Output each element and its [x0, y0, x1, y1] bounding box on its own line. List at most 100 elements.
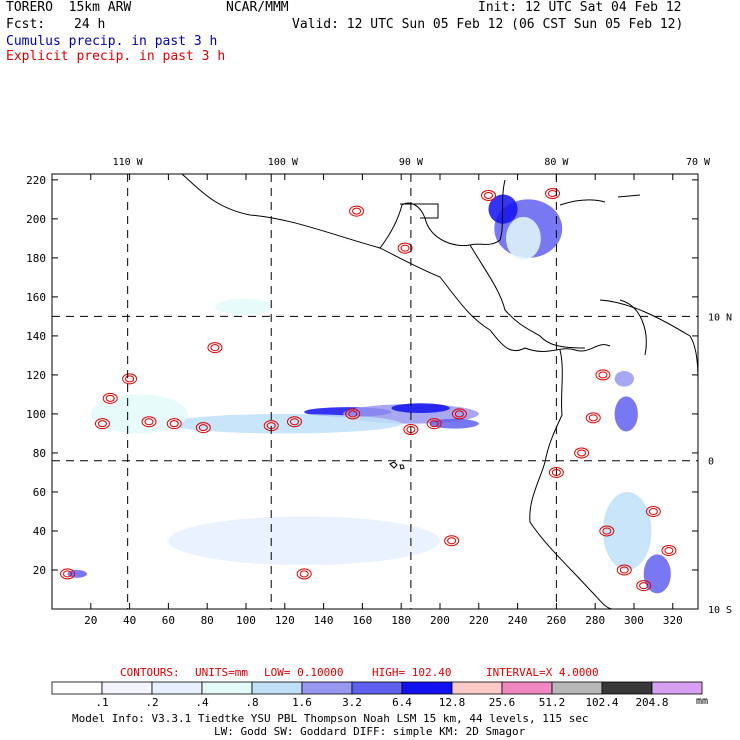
- x-tick-label-5: 120: [275, 614, 295, 627]
- contours-low: LOW= 0.10000: [264, 666, 343, 679]
- cumulus-patch-12: [168, 516, 440, 566]
- colorbar-label-5: 3.2: [342, 696, 362, 709]
- explicit-cell-9: [286, 416, 302, 428]
- explicit-cell-inner-23: [619, 566, 629, 574]
- explicit-cell-inner-6: [198, 424, 208, 432]
- colorbar-label-1: .2: [145, 696, 158, 709]
- contour-info: CONTOURS: UNITS=mm LOW= 0.10000 HIGH= 10…: [120, 666, 599, 679]
- lat-label-1: 0: [708, 457, 714, 468]
- coastline-galapagos: [389, 461, 405, 470]
- cumulus-patch-9: [614, 371, 634, 387]
- explicit-cell-inner-28: [447, 537, 457, 545]
- explicit-cell-inner-24: [639, 582, 649, 590]
- colorbar-swatch-9: [501, 681, 553, 695]
- lon-label-1: 100 W: [268, 157, 299, 168]
- explicit-cell-11: [403, 424, 419, 436]
- coastline-south-america: [529, 349, 613, 610]
- explicit-cell-inner-0: [63, 570, 73, 578]
- init-time: Init: 12 UTC Sat 04 Feb 12: [478, 0, 682, 15]
- lat-lon-labels: 110 W 100 W 90 W 80 W 70 W 10 N 0 10 S: [113, 157, 732, 616]
- model-info-line2: LW: Godd SW: Goddard DIFF: simple KM: 2D…: [214, 725, 526, 738]
- cumulus-patch-11: [643, 554, 671, 594]
- coastline-yucatan-box: [400, 203, 439, 219]
- x-tick-label-14: 300: [624, 614, 644, 627]
- explicit-cell-inner-12: [429, 420, 439, 428]
- explicit-cell-inner-2: [97, 420, 107, 428]
- explicit-cell-inner-17: [548, 190, 558, 198]
- explicit-cell-16: [480, 189, 496, 201]
- colorbar-swatch-7: [401, 681, 453, 695]
- cumulus-patch-3: [168, 413, 402, 434]
- explicit-cell-20: [574, 447, 590, 459]
- forecast-label: Fcst:: [6, 17, 46, 32]
- explicit-cell-inner-4: [144, 418, 154, 426]
- explicit-cell-10: [345, 408, 361, 420]
- explicit-cell-26: [645, 505, 661, 517]
- explicit-cell-3: [122, 373, 138, 385]
- colorbar-label-10: 102.4: [585, 696, 618, 709]
- x-tick-label-8: 180: [391, 614, 411, 627]
- y-tick-label-8: 180: [26, 252, 46, 265]
- x-tick-label-15: 320: [663, 614, 683, 627]
- explicit-cell-22: [599, 525, 615, 537]
- explicit-cell-2: [94, 418, 110, 430]
- contours-units: UNITS=mm: [195, 666, 248, 679]
- explicit-cell-23: [616, 564, 632, 576]
- explicit-cell-14: [349, 205, 365, 217]
- explicit-cell-inner-3: [125, 375, 135, 383]
- explicit-cell-7: [207, 342, 223, 354]
- explicit-cell-inner-9: [289, 418, 299, 426]
- colorbar-label-4: 1.6: [292, 696, 312, 709]
- explicit-cell-27: [296, 568, 312, 580]
- y-tick-label-1: 40: [33, 525, 46, 538]
- x-tick-label-11: 240: [508, 614, 528, 627]
- cumulus-patch-7: [505, 216, 541, 260]
- explicit-cell-24: [636, 580, 652, 592]
- model-title: TORERO 15km ARW: [6, 0, 132, 15]
- cumulus-patch-13: [214, 298, 274, 315]
- explicit-cell-inner-18: [598, 371, 608, 379]
- coastlines: [181, 173, 699, 610]
- y-tick-label-3: 80: [33, 447, 46, 460]
- colorbar-swatch-5: [301, 681, 353, 695]
- colorbar-label-2: .4: [195, 696, 209, 709]
- explicit-cell-19: [585, 412, 601, 424]
- colorbar-label-9: 51.2: [539, 696, 566, 709]
- forecast-hour: 24 h: [74, 17, 106, 32]
- explicit-cell-17: [545, 188, 561, 200]
- colorbar-label-0: .1: [95, 696, 108, 709]
- explicit-cell-inner-5: [169, 420, 179, 428]
- explicit-cell-0: [60, 568, 76, 580]
- explicit-cell-inner-26: [648, 507, 658, 515]
- cumulus-patch-2: [391, 403, 450, 413]
- y-tick-label-10: 220: [26, 174, 46, 187]
- cumulus-patch-6: [488, 194, 518, 224]
- x-tick-label-10: 220: [469, 614, 489, 627]
- colorbar: .1 .2 .4 .8 1.6 3.2 6.4 12.8 25.6 51.2 102.4 204.8: [51, 681, 703, 709]
- explicit-cell-25: [661, 544, 677, 556]
- cumulus-patch-8: [614, 396, 638, 432]
- colorbar-label-6: 6.4: [392, 696, 412, 709]
- explicit-cell-15: [397, 242, 413, 254]
- explicit-cell-inner-16: [483, 191, 493, 199]
- map-frame: [51, 173, 699, 610]
- colorbar-swatch-2: [151, 681, 203, 695]
- coastline-south-america-east: [599, 299, 699, 381]
- coastline-gulf: [379, 179, 506, 249]
- y-tick-label-6: 140: [26, 330, 46, 343]
- cumulus-patch-15: [67, 569, 87, 578]
- cumulus-patch-14: [430, 418, 479, 429]
- lon-label-2: 90 W: [399, 157, 424, 168]
- colorbar-swatch-1: [101, 681, 153, 695]
- coastline-caribbean: [469, 244, 586, 349]
- x-tick-label-9: 200: [430, 614, 450, 627]
- contours-label: CONTOURS:: [120, 666, 180, 679]
- x-tick-label-3: 80: [201, 614, 214, 627]
- y-tick-label-4: 100: [26, 408, 46, 421]
- x-tick-label-2: 60: [162, 614, 175, 627]
- model-info-line1: Model Info: V3.3.1 Tiedtke YSU PBL Thomp…: [72, 712, 589, 725]
- colorbar-label-8: 25.6: [489, 696, 516, 709]
- axes: 20 40 60 80 100 120 140 160 180 200 220 240 260 280 30…: [26, 174, 698, 627]
- lon-label-0: 110 W: [113, 157, 144, 168]
